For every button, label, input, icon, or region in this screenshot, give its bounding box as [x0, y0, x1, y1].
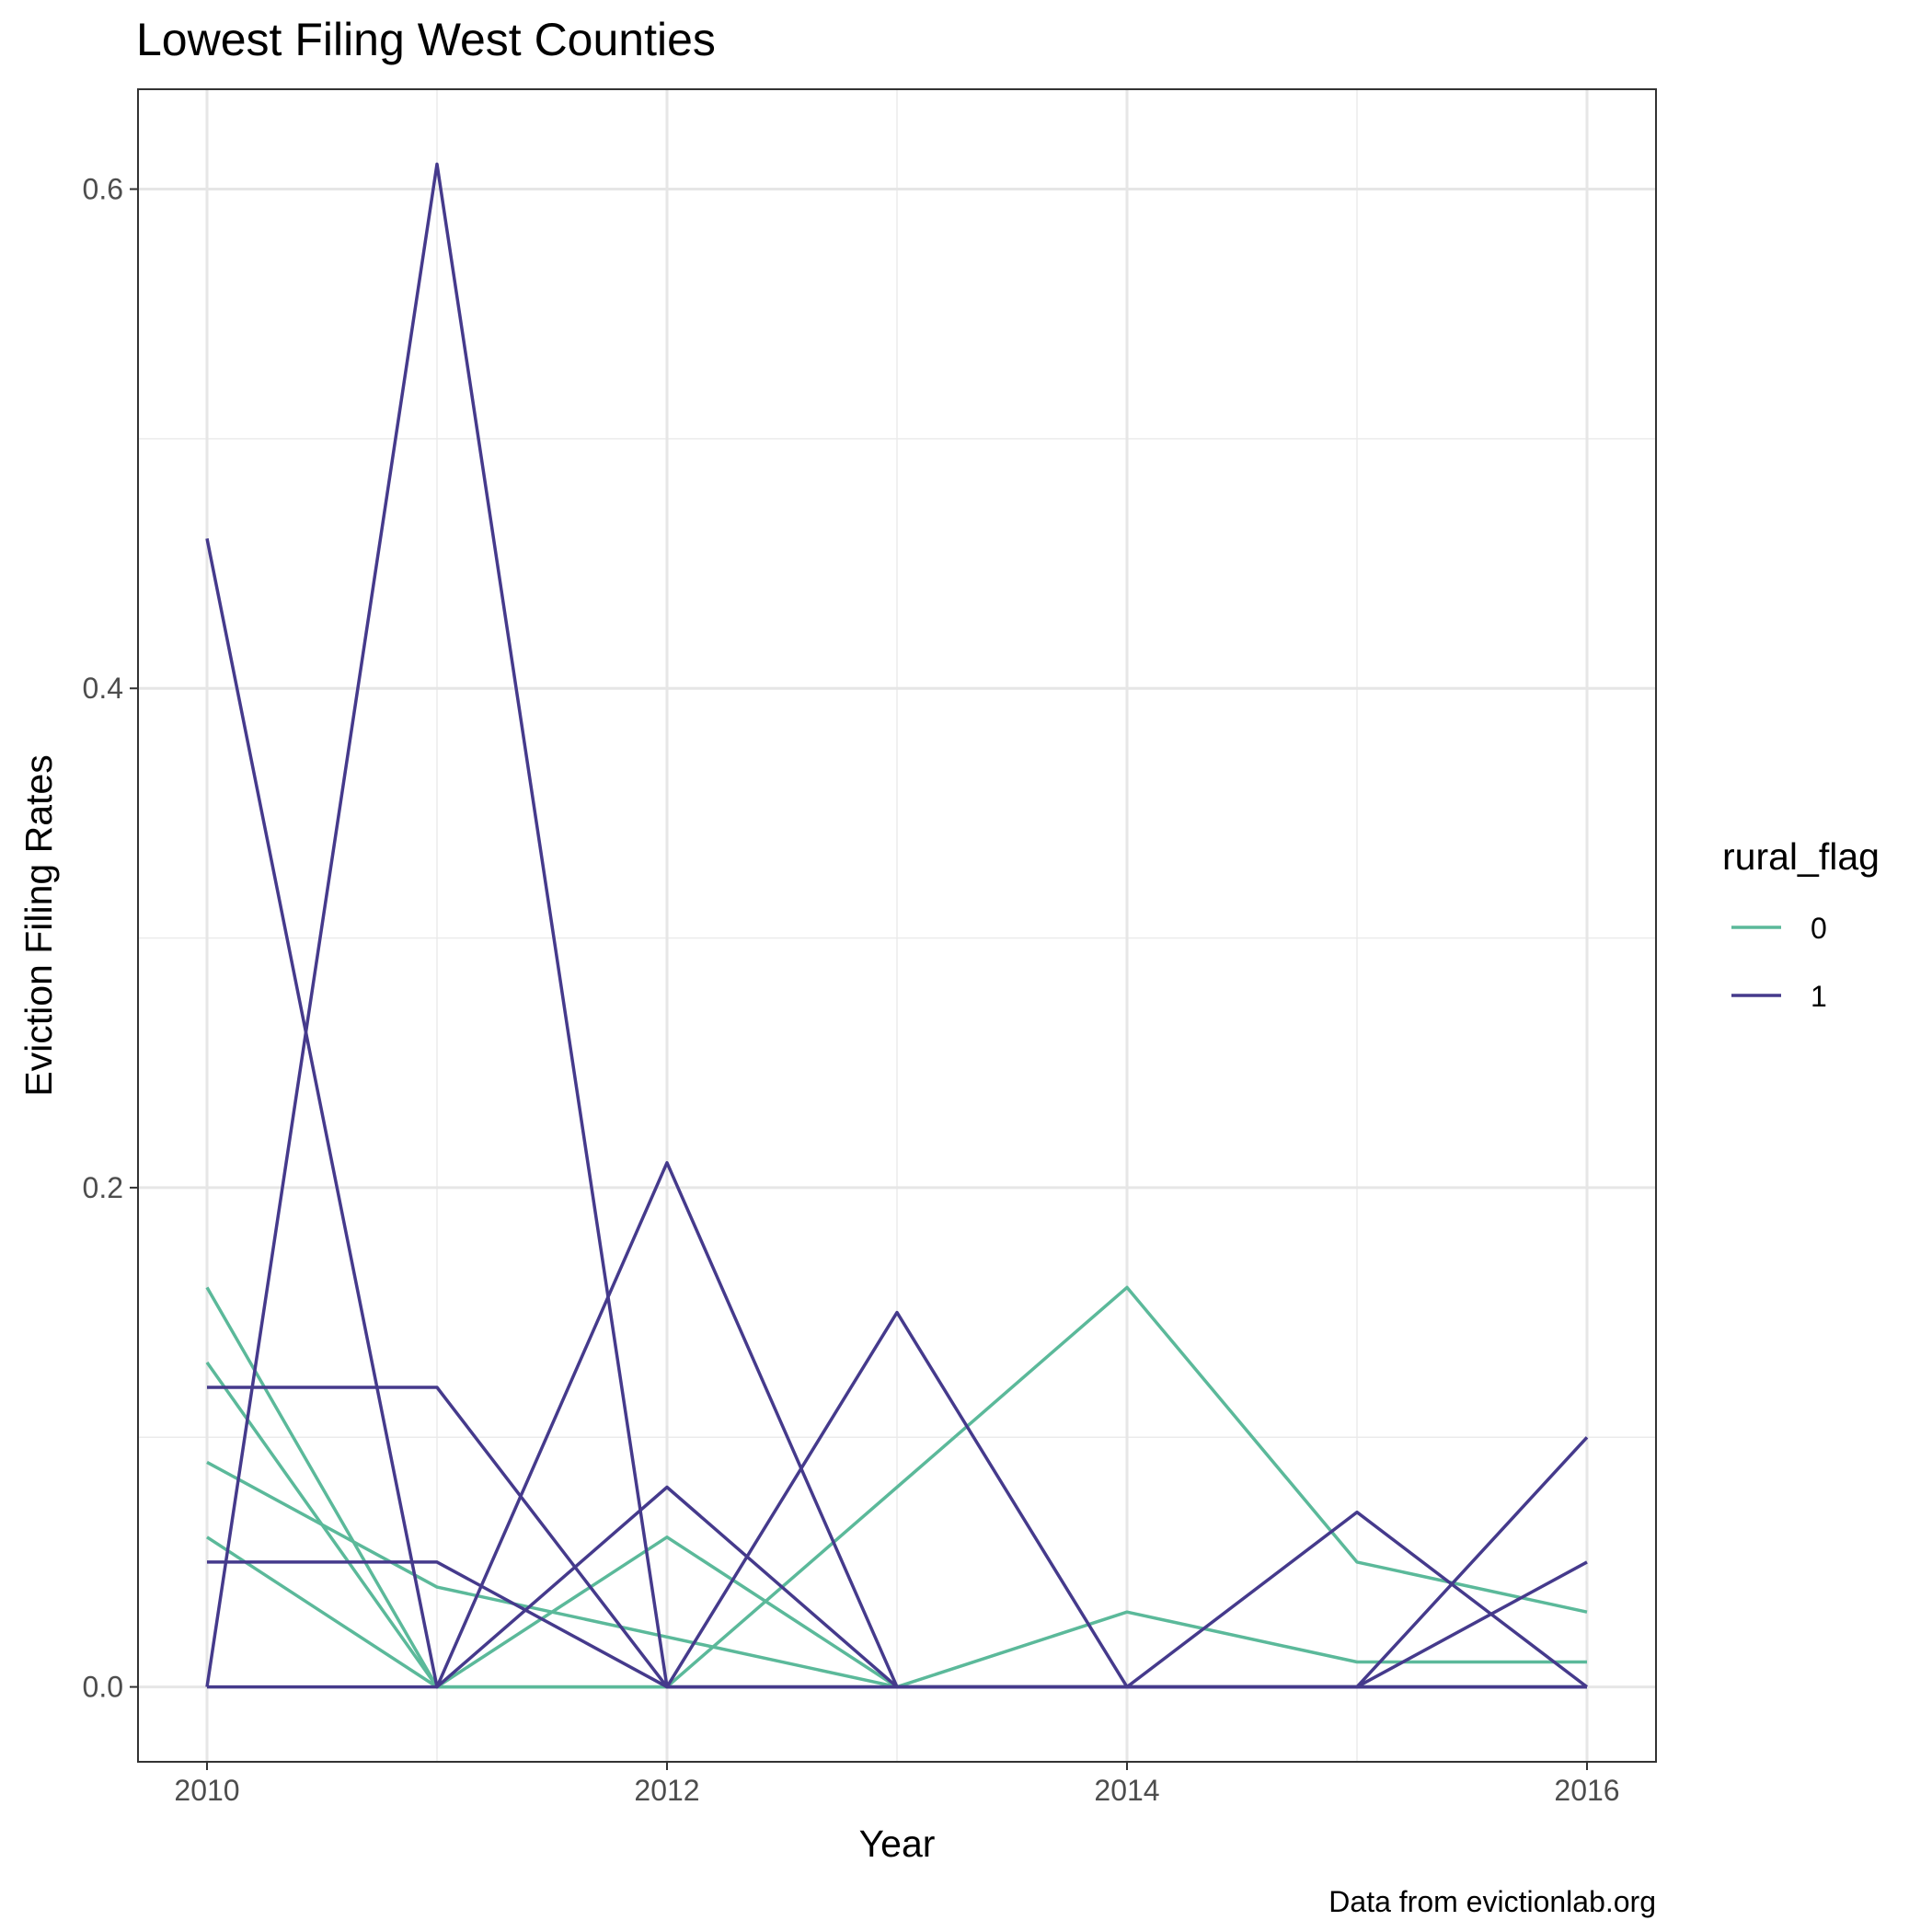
y-tick-label: 0.0 — [83, 1671, 123, 1704]
x-tick-label: 2010 — [174, 1774, 239, 1807]
legend-label-0: 0 — [1811, 912, 1827, 945]
legend-title: rural_flag — [1722, 835, 1880, 878]
legend: rural_flag 0 1 — [1722, 835, 1880, 1013]
series-lines — [205, 162, 1589, 1689]
x-tick-label: 2014 — [1094, 1774, 1159, 1807]
y-axis: 0.0 0.2 0.4 0.6 — [83, 173, 138, 1704]
x-tick-label: 2012 — [634, 1774, 699, 1807]
minor-gridlines — [138, 89, 1656, 1762]
chart-title: Lowest Filing West Counties — [136, 14, 716, 65]
y-tick-label: 0.6 — [83, 173, 123, 206]
y-tick-label: 0.2 — [83, 1171, 123, 1204]
y-axis-title: Eviction Filing Rates — [17, 754, 60, 1096]
x-tick-label: 2016 — [1554, 1774, 1619, 1807]
x-axis-title: Year — [859, 1823, 936, 1865]
legend-label-1: 1 — [1811, 980, 1827, 1013]
y-tick-label: 0.4 — [83, 672, 123, 705]
series-line-rural-flag-1 — [207, 1485, 1587, 1689]
x-axis: 2010 2012 2014 2016 — [174, 1762, 1620, 1807]
plot-panel-border — [137, 88, 1657, 1763]
chart-caption: Data from evictionlab.org — [1328, 1885, 1656, 1918]
